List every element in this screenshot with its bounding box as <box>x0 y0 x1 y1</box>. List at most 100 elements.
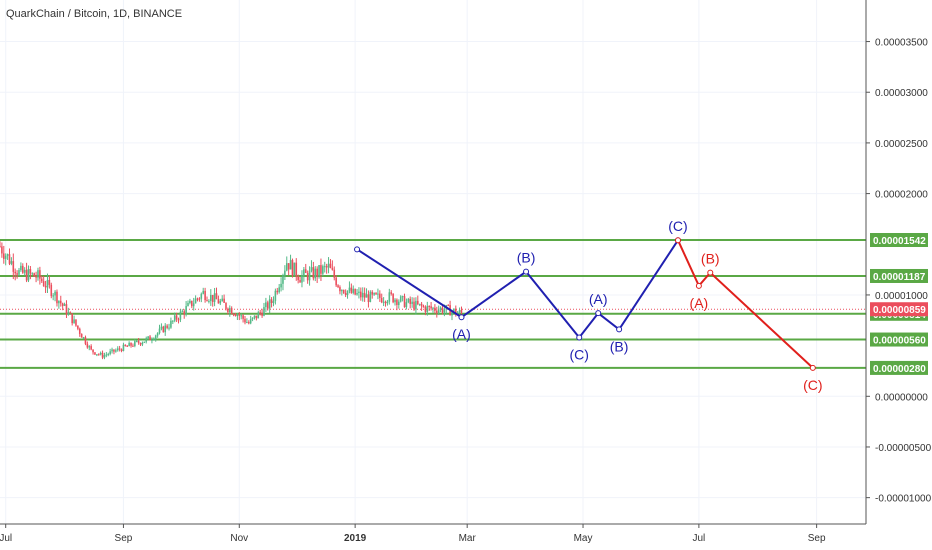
wave-blue-label: (C) <box>570 347 589 363</box>
candle-body <box>177 319 180 321</box>
level-tag-label: 0.00000560 <box>873 336 926 347</box>
candle-body <box>56 291 58 304</box>
candle-body <box>331 267 334 270</box>
y-axis-ticks[interactable]: 0.00003500 0.00003000 0.00002500 0.00002000… <box>866 38 932 505</box>
candle-body <box>158 328 161 334</box>
candle-body <box>327 263 330 268</box>
candle-body <box>392 293 394 303</box>
candle-body <box>270 299 273 304</box>
x-tick-label: Jul <box>0 533 12 544</box>
wave-red-vertex <box>674 237 681 244</box>
level-tag <box>870 360 928 375</box>
candle-body <box>424 306 427 312</box>
candle-body <box>141 342 144 345</box>
candle-body <box>394 299 396 303</box>
candle-body <box>447 305 449 307</box>
candle-body <box>69 312 72 314</box>
candle-body <box>143 341 146 343</box>
candle-body <box>382 301 385 303</box>
candle-body <box>428 306 431 308</box>
candle-body <box>460 310 463 313</box>
candle-body <box>453 308 455 312</box>
wave-blue-label: (B) <box>610 338 629 354</box>
candle-body <box>149 336 151 341</box>
candle-body <box>278 287 280 293</box>
candle-body <box>403 296 406 308</box>
candle-body <box>255 315 258 319</box>
candle-body <box>320 265 322 274</box>
candle-body <box>166 325 168 328</box>
wave-blue-vertex <box>354 246 361 253</box>
y-tick-label: -0.00000500 <box>875 443 932 454</box>
candle-body <box>325 266 328 268</box>
candle-body <box>61 303 64 306</box>
candle-body <box>219 300 222 304</box>
candle-body <box>223 298 225 303</box>
candle-body <box>164 325 167 333</box>
candle-body <box>401 296 404 298</box>
candle-body <box>213 293 216 302</box>
candle-body <box>310 267 313 271</box>
candle-body <box>92 349 94 353</box>
y-tick-label: 0.00003000 <box>875 88 928 99</box>
candle-body <box>405 302 408 308</box>
candle-body <box>139 342 142 345</box>
candle-body <box>318 265 320 277</box>
candle-body <box>344 293 347 296</box>
candle-body <box>6 254 9 256</box>
candle-body <box>439 307 442 310</box>
candle-body <box>107 353 110 355</box>
candle-body <box>35 276 37 278</box>
candle-body <box>77 325 79 329</box>
wave-red-label: (A) <box>690 295 709 311</box>
candle-body <box>29 269 32 274</box>
candle-body <box>443 309 446 313</box>
y-tick-label: 0.00000000 <box>875 392 928 403</box>
candle-body <box>82 337 85 339</box>
candle-body <box>396 299 398 306</box>
candle-body <box>179 311 182 320</box>
level-tag <box>870 233 928 248</box>
candle-body <box>116 348 119 351</box>
candle-body <box>342 289 345 294</box>
candle-body <box>50 284 53 297</box>
candle-body <box>441 307 444 313</box>
wave-red-label: (B) <box>701 251 720 267</box>
candle-body <box>96 354 98 356</box>
candle-body <box>160 326 163 329</box>
candle-body <box>236 314 239 317</box>
candle-body <box>103 355 106 358</box>
candle-body <box>314 268 317 279</box>
candle-body <box>312 267 315 279</box>
wave-blue-vertex <box>523 268 530 275</box>
candle-body <box>217 299 220 304</box>
candle-body <box>42 281 45 286</box>
wave-blue-vertex <box>576 334 583 341</box>
x-axis-ticks[interactable]: Jul Sep Nov 2019 Mar May Jul Sep <box>0 524 826 544</box>
candle-body <box>371 291 374 295</box>
candle-body <box>175 315 178 320</box>
candle-body <box>418 303 421 305</box>
candle-body <box>289 260 292 270</box>
candle-body <box>156 333 159 336</box>
y-tick-label: 0.00001000 <box>875 291 928 302</box>
candle-body <box>58 300 60 304</box>
candle-body <box>154 335 157 340</box>
candle-body <box>20 265 22 271</box>
candle-body <box>272 300 275 304</box>
candle-body <box>126 345 129 347</box>
y-tick-label: -0.00001000 <box>875 494 932 505</box>
candle-body <box>54 291 56 296</box>
y-tick-label: 0.00002000 <box>875 190 928 201</box>
x-tick-label: Sep <box>808 533 826 544</box>
candle-body <box>417 300 419 305</box>
wave-blue-label: (B) <box>517 250 536 266</box>
candle-body <box>316 268 318 277</box>
candle-body <box>434 307 436 311</box>
candle-body <box>339 287 341 292</box>
candle-body <box>101 352 104 358</box>
candle-body <box>75 319 77 326</box>
candle-body <box>373 292 375 295</box>
